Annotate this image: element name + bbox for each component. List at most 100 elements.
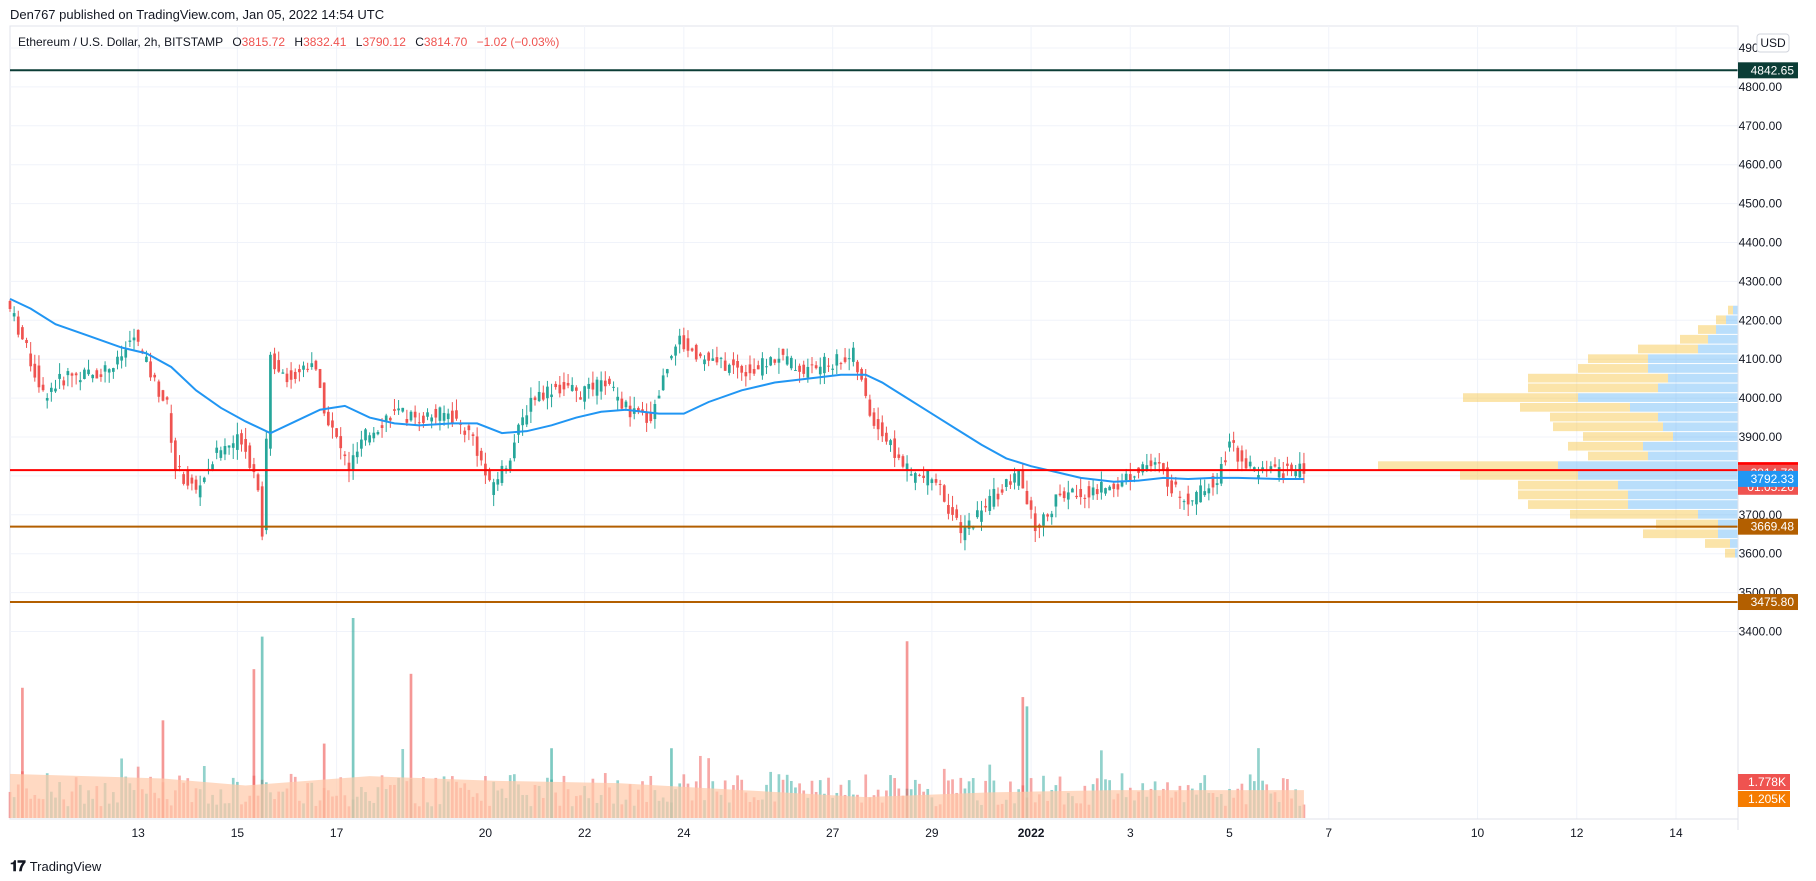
- volume-spike-bar: [905, 641, 909, 818]
- candle-body: [885, 432, 888, 442]
- candle-body: [339, 436, 343, 449]
- volume-tag: [1738, 774, 1790, 790]
- candle-body: [769, 357, 772, 366]
- candle-body: [1091, 487, 1095, 496]
- candle-body: [525, 415, 529, 425]
- candle-body: [1162, 463, 1165, 470]
- candle-body: [587, 383, 591, 389]
- candle-body: [918, 474, 921, 476]
- candle-body: [405, 418, 409, 423]
- candle-body: [814, 365, 818, 369]
- candle-body: [1124, 473, 1128, 481]
- candle-body: [1050, 513, 1054, 518]
- candle-body: [1116, 484, 1120, 490]
- candle-body: [1042, 514, 1045, 526]
- candle-body: [136, 329, 140, 342]
- candle-body: [624, 401, 628, 408]
- candle-body: [54, 388, 57, 392]
- candle-body: [277, 360, 281, 372]
- candle-body: [1199, 485, 1202, 503]
- vp-down-bar: [1578, 364, 1648, 373]
- candle-body: [8, 300, 12, 309]
- candle-body: [913, 473, 917, 483]
- volume-spike-bar: [670, 748, 673, 818]
- change-value: −1.02 (−0.03%): [477, 35, 560, 49]
- candle-body: [49, 387, 53, 392]
- candle-body: [1075, 495, 1078, 498]
- candle-body: [546, 386, 549, 399]
- volume-bar: [864, 774, 868, 818]
- candle-body: [951, 507, 954, 515]
- symbol-legend[interactable]: Ethereum / U.S. Dollar, 2h, BITSTAMP O38…: [18, 35, 559, 49]
- candle-body: [876, 419, 880, 430]
- time-tick-label: 10: [1471, 826, 1485, 840]
- candle-body: [1079, 489, 1083, 498]
- candle-body: [223, 446, 227, 455]
- candle-body: [1033, 513, 1037, 532]
- candle-body: [343, 454, 347, 457]
- tradingview-footer[interactable]: 𝟏𝟕 TradingView: [10, 858, 101, 875]
- vp-up-bar: [1698, 509, 1738, 519]
- vp-up-bar: [1658, 412, 1738, 422]
- vp-up-bar: [1733, 305, 1738, 315]
- candle-body: [202, 477, 206, 482]
- candle-body: [500, 465, 504, 483]
- vp-up-bar: [1698, 344, 1738, 354]
- candle-body: [211, 464, 214, 471]
- candle-body: [1062, 491, 1066, 499]
- tradingview-logo-icon: 𝟏𝟕: [10, 858, 26, 875]
- candle-body: [1025, 490, 1029, 505]
- time-tick-label: 24: [677, 826, 691, 840]
- candle-body: [252, 464, 256, 473]
- candle-body: [401, 407, 405, 412]
- candle-body: [665, 369, 669, 374]
- candle-body: [893, 438, 897, 458]
- currency-button[interactable]: USD: [1756, 33, 1790, 53]
- time-tick-label: 7: [1325, 826, 1332, 840]
- candle-body: [690, 348, 694, 351]
- candle-body: [103, 365, 107, 372]
- candle-body: [1157, 462, 1161, 464]
- horizontal-levels[interactable]: [10, 69, 1738, 604]
- candle-body: [322, 382, 326, 414]
- candle-body: [1211, 476, 1215, 488]
- chart-grid: [9, 25, 1739, 820]
- price-tick-label: 4200.00: [1739, 313, 1783, 327]
- candle-body: [422, 415, 425, 423]
- candle-body: [752, 369, 756, 374]
- low-value: 3790.12: [362, 35, 406, 49]
- candle-body: [715, 357, 719, 363]
- candle-body: [1021, 470, 1025, 489]
- close-value: 3814.70: [424, 35, 468, 49]
- candle-body: [591, 382, 595, 390]
- candle-body: [1219, 463, 1223, 484]
- time-tick-label: 13: [131, 826, 145, 840]
- candle-body: [41, 384, 45, 391]
- price-tick-label: 4100.00: [1739, 352, 1783, 366]
- candle-body: [1112, 483, 1116, 489]
- candle-body: [508, 460, 512, 470]
- candle-body: [83, 369, 86, 379]
- vp-up-bar: [1618, 480, 1738, 490]
- candle-body: [1257, 475, 1260, 478]
- candle-body: [761, 358, 764, 376]
- candle-body: [1215, 483, 1219, 485]
- vp-down-bar: [1698, 325, 1716, 334]
- time-tick-label: 29: [925, 826, 939, 840]
- vp-up-bar: [1558, 461, 1738, 471]
- candle-body: [678, 335, 682, 345]
- candle-body: [1108, 486, 1111, 491]
- candle-body: [140, 350, 144, 352]
- time-axis[interactable]: 13 15 17 20 22 24 27 29 2022 3 5 7 10 12 14: [10, 818, 1738, 840]
- candle-body: [686, 338, 690, 351]
- price-axis[interactable]: 3400.003500.003600.003700.003800.003900.…: [1737, 26, 1783, 830]
- candle-body: [74, 373, 78, 376]
- candle-body: [128, 340, 132, 342]
- candle-body: [1100, 481, 1103, 493]
- vp-down-bar: [1725, 548, 1735, 558]
- vp-up-bar: [1673, 432, 1738, 441]
- moving-average-line: [9, 298, 1304, 483]
- time-tick-label: 2022: [1018, 826, 1045, 840]
- candle-body: [843, 357, 847, 362]
